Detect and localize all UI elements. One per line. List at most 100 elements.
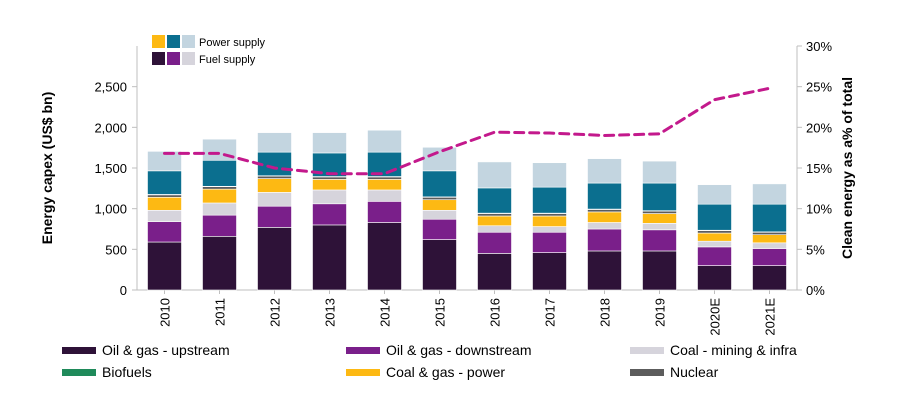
bar-segment xyxy=(643,161,677,183)
bar-segment xyxy=(203,215,237,236)
legend-item-downstream: Oil & gas - downstream xyxy=(346,342,532,358)
x-tick-label: 2019 xyxy=(653,298,668,327)
bar-segment xyxy=(148,210,182,221)
y-axis-title: Energy capex (US$ bn) xyxy=(39,92,55,245)
bar-segment xyxy=(258,206,292,227)
y2-tick-label: 5% xyxy=(806,242,825,257)
bar-segment xyxy=(423,210,457,219)
bar-segment xyxy=(698,231,732,233)
bar-segment xyxy=(753,184,787,204)
bar-segment xyxy=(368,130,402,152)
bar-segment xyxy=(148,222,182,242)
inner-legend: Power supply Fuel supply xyxy=(152,35,266,66)
bar-segment xyxy=(698,266,732,290)
bar-segment xyxy=(533,232,567,252)
bar-segment xyxy=(258,176,292,178)
legend-item-coal-gas-power: Coal & gas - power xyxy=(346,364,505,380)
bar-segment xyxy=(588,229,622,251)
bar-segment xyxy=(533,163,567,187)
bar-segment xyxy=(423,200,457,211)
x-tick-label: 2013 xyxy=(323,298,338,327)
bar-segment xyxy=(753,204,787,232)
x-tick-label: 2021E xyxy=(763,298,778,336)
x-tick-label: 2010 xyxy=(158,298,173,327)
y2-tick-label: 25% xyxy=(806,80,832,95)
bar-segment xyxy=(698,204,732,230)
bar-segment xyxy=(643,183,677,211)
legend-swatch-downstream xyxy=(346,347,380,354)
bar-segment xyxy=(258,179,292,193)
bar-segment xyxy=(478,253,512,290)
clean-energy-line xyxy=(165,88,770,173)
y2-tick-label: 20% xyxy=(806,120,832,135)
y-tick-label: 500 xyxy=(105,242,127,257)
power-swatch-yellow xyxy=(152,35,165,48)
bar-segment xyxy=(423,171,457,197)
bar-segment xyxy=(313,225,347,290)
legend-label-coal-gas-power: Coal & gas - power xyxy=(386,364,505,380)
bar-segment xyxy=(148,195,182,197)
bar-segment xyxy=(423,197,457,199)
bar-segment xyxy=(423,147,457,171)
bar-segment xyxy=(368,179,402,190)
bar-segment xyxy=(478,188,512,213)
power-swatch-light xyxy=(182,35,195,48)
bar-segment xyxy=(753,249,787,266)
bar-segment xyxy=(203,203,237,215)
bar-segment xyxy=(368,222,402,290)
x-tick-label: 2017 xyxy=(543,298,558,327)
bar-segment xyxy=(313,204,347,225)
bar-segment xyxy=(753,243,787,249)
legend-swatch-coal-mining xyxy=(630,347,664,354)
bar-segment xyxy=(588,212,622,223)
bar-segment xyxy=(258,133,292,153)
bar-segment xyxy=(148,242,182,290)
bar-segment xyxy=(588,159,622,183)
x-tick-label: 2012 xyxy=(268,298,283,327)
bar-segment xyxy=(368,201,402,222)
bar-segment xyxy=(478,226,512,233)
bar-segment xyxy=(643,230,677,251)
bar-segment xyxy=(588,183,622,209)
y-tick-label: 1,500 xyxy=(94,161,127,176)
bar-segment xyxy=(148,171,182,195)
bar-segment xyxy=(478,162,512,188)
bar-segment xyxy=(313,190,347,204)
y-tick-label: 1,000 xyxy=(94,202,127,217)
bar-segment xyxy=(478,232,512,253)
bar-segment xyxy=(203,189,237,203)
bar-segment xyxy=(533,227,567,233)
x-tick-label: 2011 xyxy=(213,298,228,326)
bar-segment xyxy=(753,232,787,234)
fuel-swatch-light xyxy=(182,52,195,65)
bar-segment xyxy=(203,187,237,189)
fuel-swatch-dark xyxy=(152,52,165,65)
bar-segment xyxy=(753,235,787,243)
bar-segment xyxy=(258,192,292,206)
x-tick-label: 2020E xyxy=(708,298,723,336)
bar-segment xyxy=(533,214,567,216)
x-tick-label: 2015 xyxy=(433,298,448,327)
legend-swatch-nuclear xyxy=(630,369,664,376)
bar-segment xyxy=(423,219,457,239)
bar-segment xyxy=(368,177,402,179)
bar-segment xyxy=(588,251,622,290)
bar-segment xyxy=(588,209,622,211)
bar-segment xyxy=(203,160,237,186)
y-tick-label: 2,500 xyxy=(94,80,127,95)
bar-segment xyxy=(698,185,732,205)
legend-swatch-coal-gas-power xyxy=(346,369,380,376)
legend-item-upstream: Oil & gas - upstream xyxy=(62,342,230,358)
legend-item-biofuels: Biofuels xyxy=(62,364,152,380)
power-swatch-teal xyxy=(167,35,180,48)
y-tick-label: 0 xyxy=(120,283,127,298)
legend-label-biofuels: Biofuels xyxy=(102,364,152,380)
x-tick-label: 2014 xyxy=(378,298,393,327)
bar-segment xyxy=(478,214,512,216)
y2-axis-title: Clean energy as a% of total xyxy=(839,77,855,259)
legend-swatch-upstream xyxy=(62,347,96,354)
bar-segment xyxy=(533,253,567,290)
bar-segment xyxy=(643,211,677,213)
x-tick-label: 2018 xyxy=(598,298,613,327)
